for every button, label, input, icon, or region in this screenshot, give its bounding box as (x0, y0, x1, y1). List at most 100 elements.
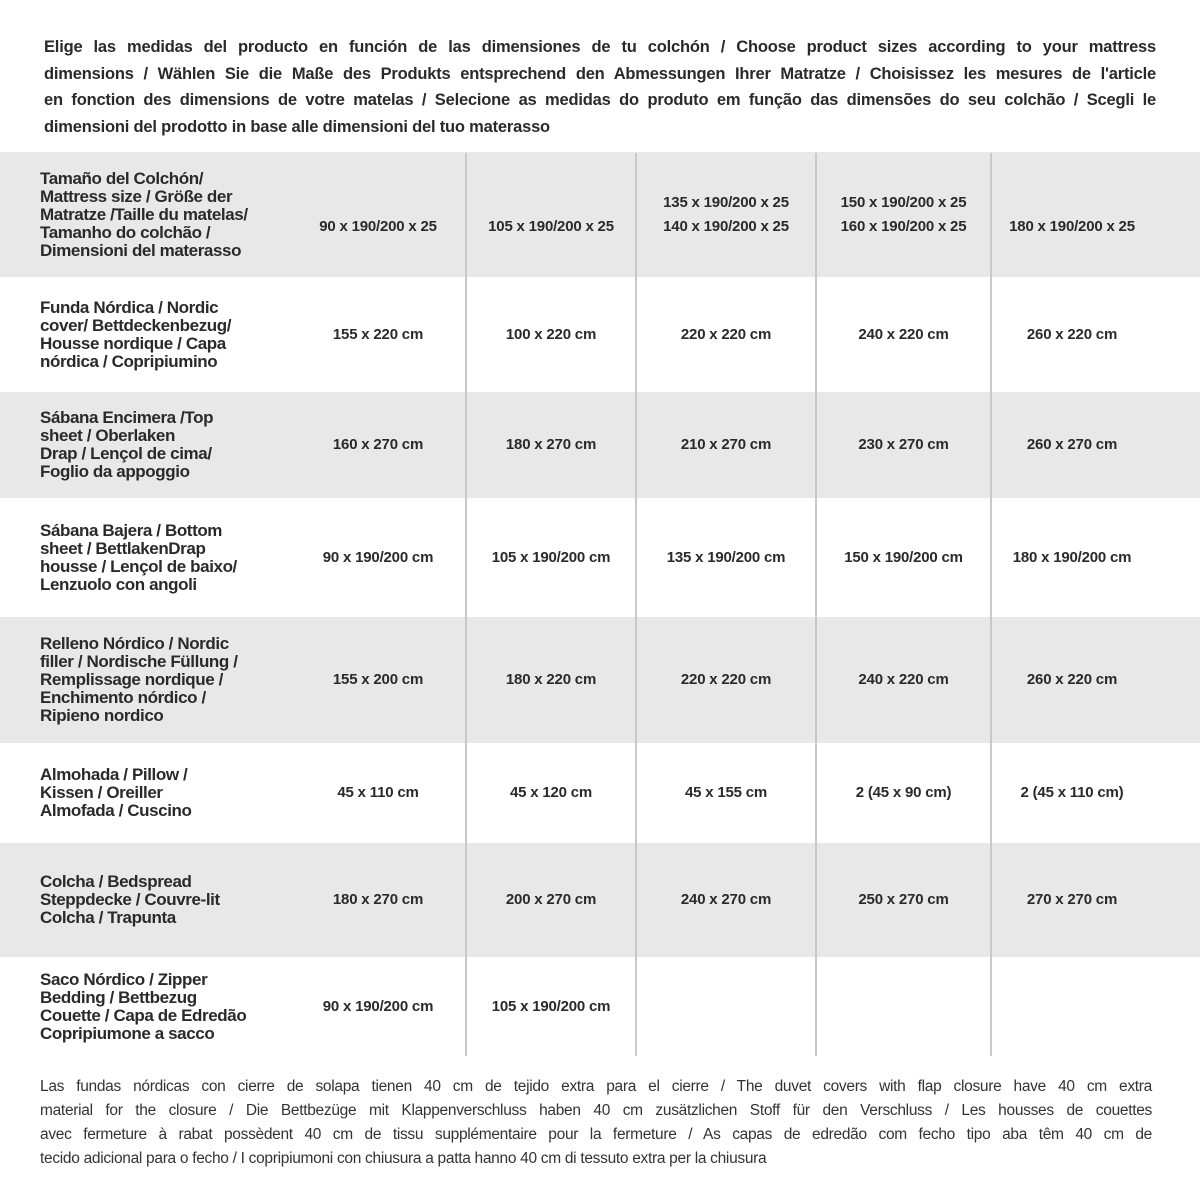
mattress-size-cell: 135 x 190/200 x 25 140 x 190/200 x 25 (636, 152, 816, 277)
label-line: Matratze /Taille du matelas/ (40, 204, 248, 224)
size-value: 160 x 270 cm (332, 436, 424, 453)
size-cell: 45 x 110 cm (290, 743, 466, 843)
size-cell: 160 x 270 cm (290, 392, 466, 498)
table-row: Sábana Bajera / Bottom sheet / BettlakenD… (0, 498, 1200, 617)
label-line: Sábana Bajera / Bottom (40, 520, 223, 540)
label-line: cover/ Bettdeckenbezug/ (40, 315, 232, 335)
size-cell: 240 x 220 cm (816, 277, 991, 392)
mattress-size-label: Tamaño del Colchón/Mattress size / Größe… (0, 168, 290, 260)
intro-line: dimensioni del prodotto in base alle dim… (44, 117, 550, 136)
size-cell: 260 x 220 cm (991, 617, 1153, 743)
label-line: sheet / Oberlaken (40, 426, 175, 445)
size-value: 270 x 270 cm (1026, 891, 1118, 908)
size-value: 250 x 270 cm (858, 891, 949, 908)
size-value: 2 (45 x 90 cm) (855, 784, 952, 801)
product-label: Colcha / Bedspread Steppdecke / Couvre-li… (0, 873, 290, 927)
size-cell: 100 x 220 cm (466, 277, 636, 392)
size-value: 135 x 190/200 cm (666, 548, 786, 566)
size-value: 2 (45 x 110 cm) (1020, 784, 1124, 801)
size-cell: 90 x 190/200 cm (290, 957, 466, 1057)
size-value: 105 x 190/200 cm (491, 998, 611, 1015)
label-line: Sábana Encimera /Top (40, 408, 214, 427)
label-line: Kissen / Oreiller (40, 783, 163, 802)
size-cell: 135 x 190/200 cm (636, 498, 816, 617)
size-cell: 230 x 270 cm (816, 392, 991, 498)
label-line: Colcha / Trapunta (40, 908, 176, 927)
label-line: Funda Nórdica / Nordic (40, 297, 219, 317)
size-value: 220 x 220 cm (680, 671, 772, 688)
size-value: 160 x 190/200 x 25 (840, 217, 967, 235)
size-value: 105 x 190/200 x 25 (488, 217, 614, 235)
table-row: Colcha / Bedspread Steppdecke / Couvre-li… (0, 843, 1200, 957)
label-line: Foglio da appoggio (40, 462, 190, 481)
intro-line: dimensions / Wählen Sie die Maße des Pro… (44, 64, 1156, 83)
product-label: Almohada / Pillow / Kissen / Oreiller Almo… (0, 766, 290, 820)
intro-text: Elige las medidas del producto en funció… (44, 34, 1156, 140)
label-line: Mattress size / Größe der (40, 186, 233, 206)
size-value: 200 x 270 cm (505, 891, 597, 908)
label-line: filler / Nordische Füllung / (40, 652, 238, 671)
size-cell: 2 (45 x 90 cm) (816, 743, 991, 843)
size-value: 180 x 270 cm (505, 436, 597, 453)
mattress-size-cell: 90 x 190/200 x 25 (290, 152, 466, 277)
footer-line: avec fermeture à rabat possèdent 40 cm d… (40, 1126, 1152, 1143)
table-row: Saco Nórdico / Zipper Bedding / Bettbezug… (0, 957, 1200, 1057)
size-value: 150 x 190/200 x 25 (840, 193, 967, 211)
size-value: 150 x 190/200 cm (844, 548, 963, 566)
label-line: Copripiumone a sacco (40, 1024, 215, 1043)
size-cell: 270 x 270 cm (991, 843, 1153, 957)
size-value: 240 x 270 cm (680, 891, 772, 908)
table-row: Relleno Nórdico / Nordic filler / Nordisc… (0, 617, 1200, 743)
product-label: Sábana Encimera /Top sheet / Oberlaken Dra… (0, 409, 290, 481)
size-cell: 260 x 220 cm (991, 277, 1153, 392)
column-divider (465, 153, 467, 1056)
product-label: Saco Nórdico / Zipper Bedding / Bettbezug… (0, 971, 290, 1043)
label-line: Lenzuolo con angoli (40, 574, 197, 594)
size-cell: 180 x 270 cm (466, 392, 636, 498)
label-line: Enchimento nórdico / (40, 688, 206, 707)
intro-line: Elige las medidas del producto en funció… (44, 38, 1156, 56)
size-value: 45 x 110 cm (337, 784, 419, 801)
size-cell: 155 x 200 cm (290, 617, 466, 743)
size-value: 155 x 220 cm (332, 325, 424, 343)
size-value: 260 x 220 cm (1026, 671, 1118, 688)
size-value: 180 x 270 cm (332, 891, 424, 908)
size-cell: 180 x 220 cm (466, 617, 636, 743)
size-value: 210 x 270 cm (680, 436, 772, 453)
mattress-size-cell: 105 x 190/200 x 25 (466, 152, 636, 277)
size-value: 90 x 190/200 cm (322, 998, 434, 1015)
product-label: Relleno Nórdico / Nordic filler / Nordisc… (0, 635, 290, 725)
label-line: housse / Lençol de baixo/ (40, 556, 237, 576)
table-row: Sábana Encimera /Top sheet / Oberlaken Dra… (0, 392, 1200, 498)
size-value: 240 x 220 cm (858, 325, 949, 343)
size-value: 180 x 190/200 cm (1012, 548, 1132, 566)
size-cell: 45 x 155 cm (636, 743, 816, 843)
size-cell: 2 (45 x 110 cm) (991, 743, 1153, 843)
size-cell: 260 x 270 cm (991, 392, 1153, 498)
size-cell (636, 957, 816, 1057)
size-cell (816, 957, 991, 1057)
size-value: 45 x 155 cm (684, 784, 768, 801)
size-value: 45 x 120 cm (509, 784, 593, 801)
product-label: Sábana Bajera / Bottom sheet / BettlakenD… (0, 520, 290, 594)
size-cell: 155 x 220 cm (290, 277, 466, 392)
label-line: Housse nordique / Capa (40, 333, 226, 353)
label-line: Tamanho do colchão / (40, 222, 211, 242)
size-value: 90 x 190/200 x 25 (319, 217, 437, 235)
label-line: Tamaño del Colchón/ (40, 168, 204, 188)
table-row: Almohada / Pillow / Kissen / Oreiller Almo… (0, 743, 1200, 843)
size-value: 135 x 190/200 x 25 (663, 193, 789, 211)
size-cell: 105 x 190/200 cm (466, 498, 636, 617)
label-line: Bedding / Bettbezug (40, 988, 197, 1007)
label-line: Steppdecke / Couvre-lit (40, 890, 220, 909)
size-cell: 240 x 270 cm (636, 843, 816, 957)
footer-line: material for the closure / Die Bettbezüg… (40, 1102, 1152, 1119)
label-line: Saco Nórdico / Zipper (40, 970, 208, 989)
table-header-row: Tamaño del Colchón/Mattress size / Größe… (0, 152, 1200, 277)
mattress-size-cell: 180 x 190/200 x 25 (991, 152, 1153, 277)
column-divider (815, 153, 817, 1056)
size-value: 155 x 200 cm (332, 671, 424, 688)
size-value: 230 x 270 cm (858, 436, 949, 453)
label-line: Almohada / Pillow / (40, 765, 188, 784)
column-divider (990, 153, 992, 1056)
